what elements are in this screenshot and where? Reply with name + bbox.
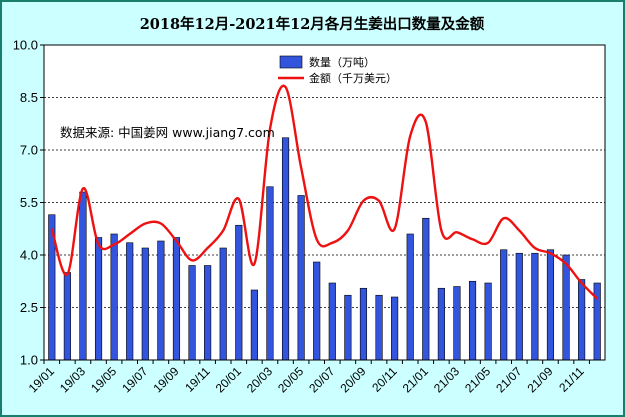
bar-quantity	[484, 282, 492, 361]
x-tick-label: 21/11	[556, 364, 587, 395]
bar-quantity	[328, 282, 336, 361]
bar-quantity	[110, 233, 118, 361]
legend-label-amount: 金额（千万美元）	[309, 71, 397, 85]
y-tick-label: 8.5	[20, 90, 38, 105]
bar-quantity	[468, 280, 477, 361]
bar-quantity	[344, 294, 352, 361]
bar-quantity	[157, 240, 165, 361]
x-tick-label: 20/11	[369, 364, 400, 395]
y-tick-label: 5.5	[20, 195, 38, 210]
bar-quantity	[94, 237, 103, 361]
x-tick-label: 20/07	[306, 364, 337, 395]
bar-quantity	[359, 287, 368, 361]
bar-quantity	[126, 242, 134, 361]
y-tick-label: 4.0	[20, 248, 38, 263]
x-tick-label: 19/03	[57, 364, 88, 395]
legend-label-quantity: 数量（万吨）	[309, 56, 375, 69]
x-tick-label: 21/05	[462, 364, 493, 395]
line-amount	[50, 84, 599, 300]
bar-quantity	[250, 289, 258, 361]
bar-quantity	[500, 249, 508, 361]
x-tick-label: 21/03	[431, 364, 462, 395]
bar-quantity	[297, 195, 305, 361]
plot-area: 1.02.54.05.57.08.510.019/01 19/03 19/05 19/…	[13, 38, 606, 395]
bar-quantity	[188, 265, 196, 361]
bar-quantity	[578, 279, 586, 361]
chart-title: 2018年12月-2021年12月各月生姜出口数量及金额	[140, 15, 485, 33]
x-tick-label: 21/07	[493, 364, 524, 395]
x-tick-label: 19/09	[150, 364, 181, 395]
y-tick-label: 7.0	[20, 143, 38, 158]
bar-quantity	[406, 233, 414, 361]
bar-quantity	[422, 217, 430, 361]
x-tick-label: 21/01	[400, 364, 431, 395]
bar-quantity	[219, 247, 227, 361]
bar-quantity	[515, 252, 523, 361]
x-tick-label: 20/09	[337, 364, 368, 395]
bar-quantity	[281, 137, 290, 361]
bar-quantity	[172, 237, 181, 361]
bar-quantity	[235, 224, 243, 361]
x-tick-label: 19/11	[182, 364, 213, 395]
y-tick-label: 2.5	[20, 300, 38, 315]
bar-quantity	[593, 282, 601, 361]
y-tick-label: 1.0	[20, 353, 38, 368]
x-tick-label: 19/07	[119, 364, 150, 395]
legend-bar-swatch	[279, 55, 303, 69]
bar-quantity	[531, 252, 539, 361]
x-tick-label: 19/01	[26, 364, 57, 395]
data-source-annotation: 数据来源: 中国姜网 www.jiang7.com	[60, 125, 275, 140]
bar-quantity	[391, 296, 399, 361]
bar-quantity	[437, 287, 445, 361]
x-tick-label: 21/09	[524, 364, 555, 395]
bar-quantity	[63, 272, 71, 361]
bar-quantity	[266, 186, 274, 361]
bar-quantity	[453, 286, 461, 361]
bar-quantity	[79, 191, 87, 361]
bar-quantity	[562, 254, 570, 361]
legend: 数量（万吨） 金额（千万美元）	[278, 55, 397, 85]
x-tick-label: 20/03	[244, 364, 275, 395]
bar-quantity	[313, 261, 321, 361]
x-tick-label: 19/05	[88, 364, 119, 395]
y-tick-label: 10.0	[13, 38, 38, 53]
bar-quantity	[141, 247, 149, 361]
bar-quantity	[546, 249, 555, 361]
x-tick-label: 20/05	[275, 364, 306, 395]
bar-quantity	[375, 294, 383, 361]
x-tick-label: 20/01	[213, 364, 244, 395]
bar-quantity	[204, 265, 212, 361]
